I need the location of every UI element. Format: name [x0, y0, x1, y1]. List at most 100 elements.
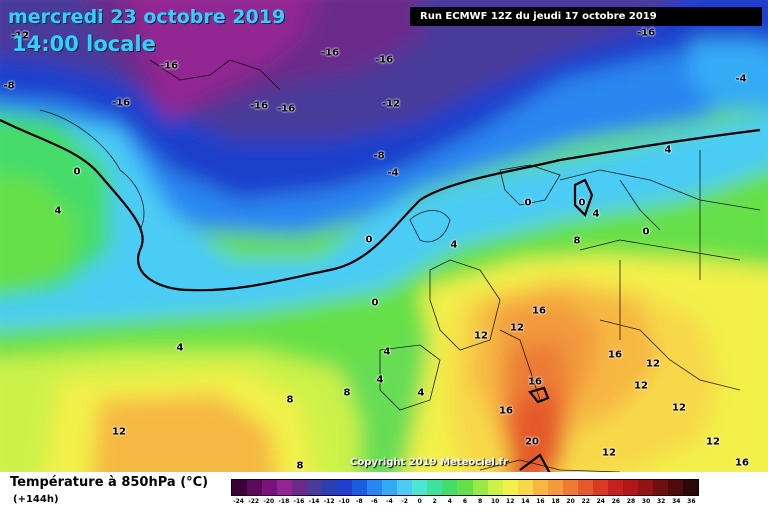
legend-swatch: [532, 480, 548, 495]
isotherm-label: 12: [510, 322, 524, 334]
isotherm-label: 4: [376, 374, 384, 386]
lead-time: (+144h): [13, 494, 59, 505]
legend-swatch: [652, 480, 668, 495]
legend-tick: 10: [490, 498, 500, 505]
legend-swatch: [637, 480, 653, 495]
legend-swatch: [442, 480, 458, 495]
legend-swatch: [667, 480, 683, 495]
isotherm-label: 0: [578, 197, 586, 209]
isotherm-label: 8: [296, 460, 304, 472]
color-scale: [231, 479, 699, 496]
legend-tick: 20: [566, 498, 575, 505]
isotherm-label: 12: [672, 402, 686, 414]
legend-tick: 6: [462, 498, 468, 505]
legend-swatch: [232, 480, 248, 495]
legend-tick: 0: [417, 498, 422, 505]
isotherm-label: -4: [735, 73, 747, 85]
isotherm-label: 4: [592, 208, 600, 220]
legend-swatch: [622, 480, 638, 495]
legend-tick: 16: [536, 498, 545, 505]
legend-tick: 30: [641, 498, 651, 505]
isotherm-label: -8: [373, 150, 385, 162]
isotherm-label: 12: [474, 330, 488, 342]
color-scale-ticks: -24 -22 -20 -18 -16 -14 -12 -10 -8 -6 -4 -2 0 2 4 6 8 10 1…: [231, 498, 699, 510]
isotherm-label: 0: [642, 226, 650, 238]
legend-tick: 36: [687, 498, 696, 505]
isotherm-label: -16: [636, 27, 656, 39]
isotherm-label: 0: [73, 166, 81, 178]
coastlines: [39, 59, 761, 472]
legend-swatch: [247, 480, 263, 495]
legend-swatch: [367, 480, 383, 495]
legend-tick: 26: [611, 498, 621, 505]
forecast-time: 14:00 locale: [12, 32, 156, 56]
temperature-shading: [0, 0, 768, 472]
isotherm-label: 0: [365, 234, 373, 246]
legend-tick: -12: [323, 498, 335, 505]
isotherm-label: 12: [634, 380, 648, 392]
isotherm-label: 16: [608, 349, 622, 361]
isotherm-label: -12: [381, 98, 401, 110]
isotherm-label: 16: [735, 457, 749, 469]
legend-swatch: [262, 480, 278, 495]
isotherm-label: -16: [111, 97, 131, 109]
legend-swatch: [292, 480, 308, 495]
isotherm-label: 8: [343, 387, 351, 399]
zero-contour: [0, 119, 761, 292]
legend-footer: Température à 850hPa (°C) (+144h): [0, 472, 768, 512]
legend-tick: 12: [506, 498, 515, 505]
isotherm-label: 20: [525, 436, 539, 448]
isotherm-label: -16: [249, 100, 269, 112]
legend-tick: 2: [432, 498, 437, 505]
isotherm-label: 4: [176, 342, 184, 354]
legend-tick: -18: [278, 498, 290, 505]
legend-swatch: [502, 480, 518, 495]
legend-swatch: [382, 480, 398, 495]
legend-tick: -16: [293, 498, 305, 505]
isotherm-label: -16: [320, 47, 340, 59]
isotherm-label: 16: [532, 305, 546, 317]
legend-tick: 4: [447, 498, 452, 505]
isotherm-label: 4: [54, 205, 62, 217]
isotherm-label: 0: [371, 297, 379, 309]
legend-swatch: [322, 480, 338, 495]
legend-swatch: [457, 480, 473, 495]
isotherm-label: 12: [112, 426, 126, 438]
legend-swatch: [547, 480, 563, 495]
legend-swatch: [352, 480, 368, 495]
legend-swatch: [427, 480, 443, 495]
temperature-field: [0, 0, 768, 472]
legend-swatch: [562, 480, 578, 495]
legend-tick: 32: [656, 498, 666, 505]
legend-tick: -22: [248, 498, 260, 505]
legend-tick: -24: [233, 498, 244, 505]
legend-swatch: [397, 480, 413, 495]
isotherm-label: -4: [387, 167, 399, 179]
temperature-map: -12 -8 -16 -16 -16 -16 -16 -16 -12 -16 -…: [0, 0, 768, 472]
isotherm-label: 16: [499, 405, 513, 417]
isotherm-label: 12: [602, 447, 616, 459]
legend-swatch: [577, 480, 593, 495]
isotherm-label: 4: [417, 387, 425, 399]
legend-tick: 22: [581, 498, 590, 505]
legend-tick: 14: [521, 498, 530, 505]
legend-title: Température à 850hPa (°C): [10, 475, 209, 490]
legend-tick: -6: [371, 498, 378, 505]
legend-tick: 24: [596, 498, 605, 505]
isotherm-label: 0: [524, 197, 532, 209]
legend-tick: 8: [477, 498, 483, 505]
legend-swatch: [412, 480, 428, 495]
run-info: Run ECMWF 12Z du jeudi 17 octobre 2019: [410, 7, 762, 26]
legend-swatch: [337, 480, 353, 495]
legend-tick: 18: [551, 498, 560, 505]
legend-tick: 28: [626, 498, 636, 505]
legend-tick: -14: [308, 498, 320, 505]
isotherm-label: 16: [528, 376, 542, 388]
legend-tick: -4: [386, 498, 393, 505]
copyright: Copyright 2019 Meteociel.fr: [350, 457, 508, 468]
isotherm-label: 12: [706, 436, 720, 448]
isotherm-label: -16: [159, 60, 179, 72]
isotherm-label: 4: [450, 239, 458, 251]
legend-tick: -10: [338, 498, 350, 505]
